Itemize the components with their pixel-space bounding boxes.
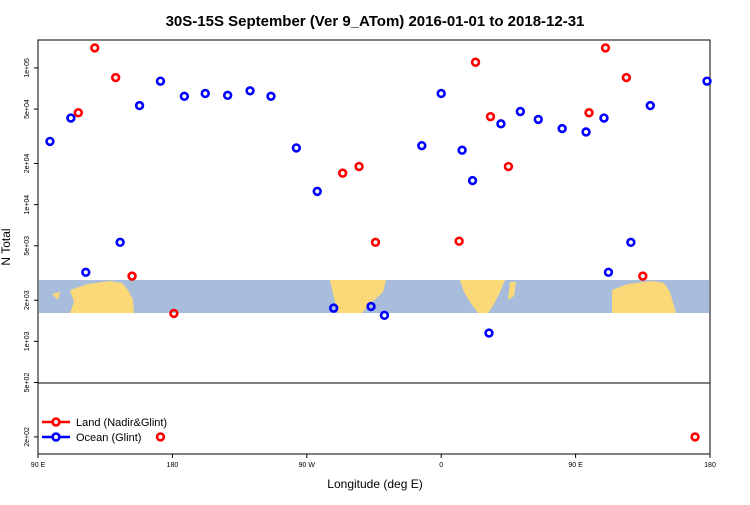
land-point (600, 43, 611, 53)
ocean-point (484, 328, 494, 338)
ocean-point (366, 301, 376, 312)
y-tick-label: 1e+03 (24, 331, 31, 351)
land-point (584, 108, 594, 118)
land-shape (70, 281, 134, 313)
x-tick-label: 180 (704, 462, 716, 469)
plot-frame (37, 39, 711, 455)
legend-marker (51, 417, 61, 427)
ocean-point (45, 136, 55, 147)
land-point (503, 161, 514, 172)
ocean-point (312, 186, 322, 197)
land-point (370, 237, 381, 248)
land-point (73, 108, 84, 118)
legend: Land (Nadir&Glint) Ocean (Glint) (42, 417, 167, 444)
ocean-point (603, 267, 614, 277)
ocean-point (581, 127, 591, 137)
chart-title: 30S-15S September (Ver 9_ATom) 2016-01-0… (166, 13, 585, 30)
y-axis-label: N Total (0, 228, 13, 265)
ocean-point (557, 123, 567, 134)
x-tick-label: 90 E (31, 462, 46, 469)
ocean-point (115, 237, 125, 248)
x-tick-label: 0 (439, 462, 443, 469)
land-point (454, 236, 464, 246)
y-tick-label: 2e+02 (24, 427, 31, 447)
land-point (337, 168, 348, 178)
y-tick-label: 1e+05 (24, 58, 31, 78)
land-shape (508, 282, 516, 300)
ocean-point (645, 100, 655, 111)
y-axis: 2e+02 5e+02 1e+03 2e+03 5e+03 1e+04 2e+04 5e+04… (24, 58, 38, 447)
land-point (90, 43, 100, 53)
ocean-point (134, 100, 145, 111)
land-shape (330, 280, 386, 313)
data-points (45, 43, 712, 442)
land-point (110, 72, 121, 83)
ocean-point (155, 76, 166, 86)
land-point (638, 271, 648, 281)
ocean-point (266, 91, 276, 101)
ocean-point (436, 88, 446, 99)
land-point (169, 308, 179, 319)
ocean-point (291, 143, 302, 153)
land-point (354, 161, 364, 172)
land-shape (460, 280, 505, 313)
x-tick-label: 180 (167, 462, 179, 469)
ocean-point (467, 175, 478, 186)
ocean-point (245, 86, 255, 96)
legend-marker (51, 432, 61, 442)
land-point (127, 271, 137, 281)
ocean-point (626, 237, 636, 248)
ocean-point (417, 140, 427, 151)
land-shape (612, 281, 676, 313)
y-tick-label: 1e+04 (24, 195, 31, 215)
ocean-point (702, 76, 712, 86)
y-tick-label: 2e+03 (24, 290, 31, 310)
ocean-point (81, 267, 91, 277)
x-axis-label: Longitude (deg E) (327, 477, 422, 491)
legend-label: Ocean (Glint) (76, 432, 141, 444)
ocean-point (200, 88, 210, 99)
ocean-point (179, 91, 190, 101)
land-point (470, 57, 481, 67)
land-point (485, 111, 496, 122)
y-tick-label: 5e+03 (24, 236, 31, 256)
ocean-point (533, 114, 543, 125)
legend-label: Land (Nadir&Glint) (76, 417, 167, 429)
ocean-point (66, 113, 76, 123)
land-point (621, 72, 632, 83)
ocean-point (222, 90, 233, 101)
ocean-point (457, 145, 467, 155)
land-point (690, 432, 700, 442)
ocean-point (379, 310, 390, 321)
x-axis: 90 E 180 90 W 0 90 E 180 (31, 454, 716, 469)
y-tick-label: 5e+02 (24, 373, 31, 393)
x-tick-label: 90 W (299, 462, 316, 469)
x-tick-label: 90 E (568, 462, 583, 469)
ocean-point (515, 106, 526, 117)
ocean-point (328, 303, 339, 313)
land-shape (52, 292, 60, 300)
ocean-point (599, 113, 609, 123)
land-point (155, 432, 166, 442)
y-tick-label: 5e+04 (24, 99, 31, 119)
ocean-point (496, 119, 506, 129)
y-tick-label: 2e+04 (24, 154, 31, 174)
